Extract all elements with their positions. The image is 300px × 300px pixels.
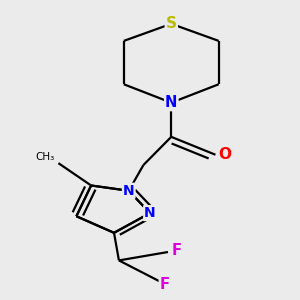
Text: N: N	[144, 206, 156, 220]
Text: CH₃: CH₃	[36, 152, 55, 162]
Text: N: N	[123, 184, 134, 198]
Text: N: N	[165, 95, 178, 110]
Text: O: O	[218, 147, 231, 162]
Text: F: F	[171, 243, 181, 258]
Text: F: F	[160, 277, 170, 292]
Text: S: S	[166, 16, 177, 31]
